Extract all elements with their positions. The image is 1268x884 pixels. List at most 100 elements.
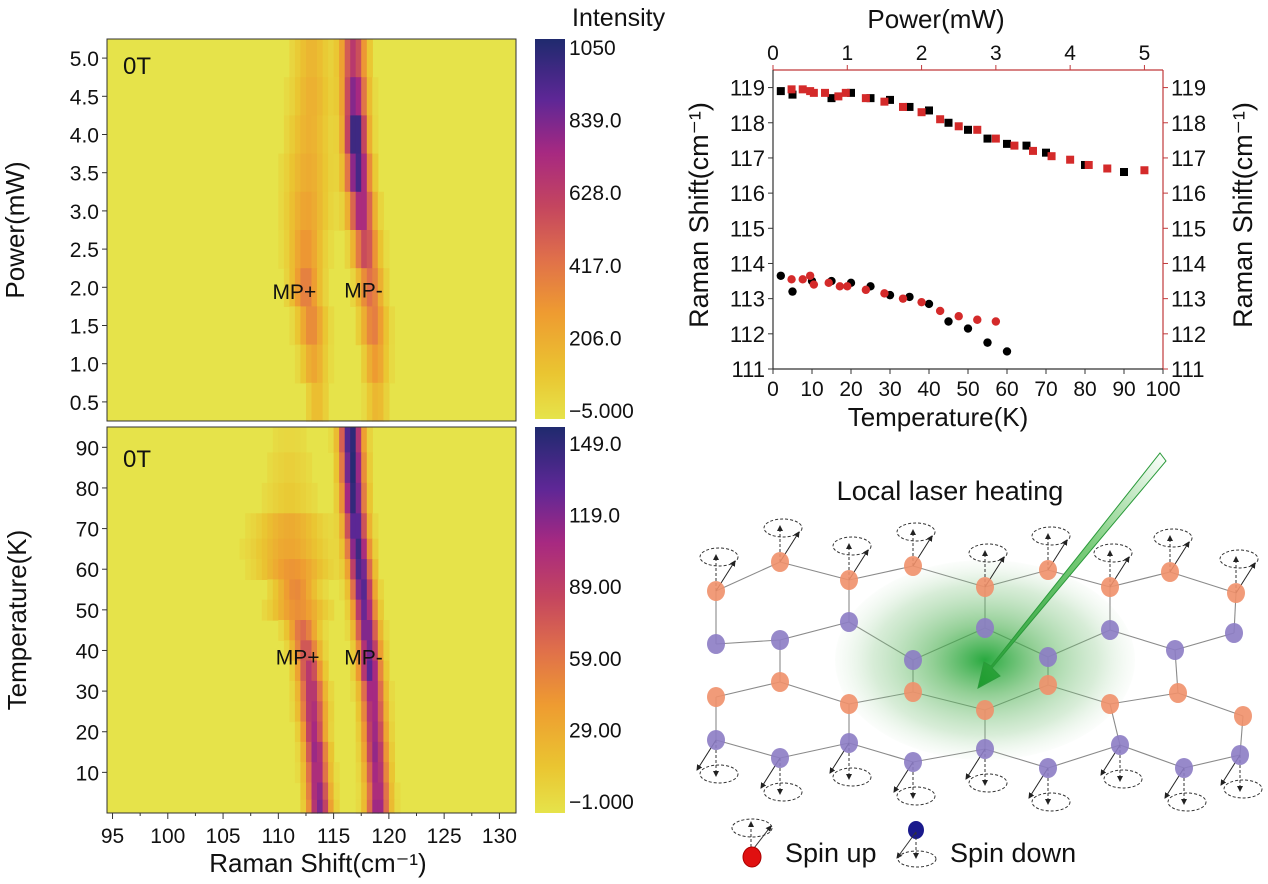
heatmap-cell — [267, 452, 274, 484]
heatmap-cell — [394, 799, 401, 814]
lattice-bond — [1109, 692, 1179, 705]
spin-up-atom — [904, 682, 922, 702]
precession-orbit-icon — [1093, 543, 1133, 563]
heatmap-cell — [333, 782, 340, 801]
heatmap-cell — [294, 39, 301, 78]
colorbar-tick-label: −5.000 — [569, 400, 634, 423]
spin-up-atom — [771, 552, 789, 572]
heatmap-cell — [300, 620, 307, 641]
heatmap-cell — [322, 701, 329, 723]
heatmap-cell — [317, 660, 324, 682]
x-tick-label: 95 — [101, 825, 124, 848]
y2-tick-label: 115 — [1171, 216, 1206, 241]
heatmap-cell — [383, 680, 390, 702]
heatmap-cell — [361, 741, 368, 763]
heatmap-temperature-panel: 0T 90 80 70 60 50 40 30 20 10 95 100 105 110 115 120 1… — [2, 426, 517, 878]
heatmap-cell — [350, 559, 357, 580]
heatmap-cell — [317, 230, 324, 269]
spin-up-atom — [707, 581, 725, 601]
heatmap-cell — [311, 620, 318, 641]
precession-orbit-icon — [968, 543, 1008, 563]
colorbar-temperature: 149.0 119.0 89.00 59.00 29.00 −1.000 — [535, 427, 634, 814]
spin-down-atom — [904, 752, 922, 772]
heatmap-cell — [328, 344, 335, 384]
y-tick-label: 4.0 — [70, 125, 99, 148]
heatmap-cell — [339, 191, 346, 231]
heatmap-cell — [317, 306, 324, 346]
data-point-circle — [924, 299, 934, 309]
heatmap-cell — [383, 344, 390, 384]
heatmap-cell — [283, 115, 290, 155]
legend-spin-down: Spin down — [896, 821, 1076, 868]
heatmap-cell — [311, 306, 318, 346]
y-tick-label: 118 — [730, 111, 765, 136]
heatmap-cell — [328, 680, 335, 702]
heatmap-cell — [300, 559, 307, 580]
heatmap-cell — [377, 191, 384, 231]
heatmap-cell — [388, 680, 395, 702]
heatmap-cell — [355, 77, 362, 116]
heatmap-cell — [245, 538, 252, 560]
heatmap-cell — [355, 513, 362, 540]
legend-spin-down-label: Spin down — [950, 838, 1076, 868]
heatmap-cell — [361, 579, 368, 601]
x2-tick-label: 5 — [1139, 42, 1151, 65]
heatmap-cell — [250, 513, 257, 540]
heatmap-cell — [383, 741, 390, 763]
heatmap-cell — [278, 513, 285, 540]
heatmap-cell — [306, 482, 313, 514]
heatmap-cell — [294, 427, 301, 453]
heatmap-cell — [355, 268, 362, 307]
legend-spin-up: Spin up — [731, 818, 877, 868]
heatmap-cell — [317, 721, 324, 743]
lattice-bond — [1047, 744, 1121, 769]
heatmap-cell — [294, 115, 301, 155]
lattice-bond — [1174, 632, 1235, 651]
heatmap-cell — [283, 620, 290, 641]
heatmap-cell — [366, 306, 373, 346]
heatmap-cell — [322, 762, 329, 784]
heatmap-cell — [339, 452, 346, 484]
y-tick-label: 1.0 — [70, 354, 99, 377]
heatmap-cell — [306, 115, 313, 155]
heatmap-cell — [267, 538, 274, 560]
data-point-square — [847, 88, 855, 97]
heatmap-cell — [306, 153, 313, 193]
heatmap-cell — [377, 230, 384, 269]
y-tick-label: 80 — [76, 478, 99, 501]
heatmap-cell — [361, 721, 368, 743]
precession-orbit-icon — [1153, 528, 1193, 548]
heatmap-cell — [311, 538, 318, 560]
heatmap-cell — [366, 344, 373, 384]
colorbar-temperature-gradient — [535, 427, 565, 813]
heatmap-cell — [322, 191, 329, 231]
heatmap-cell — [300, 741, 307, 763]
y2-tick-label: 114 — [1171, 251, 1206, 276]
heatmap-cell — [372, 344, 379, 384]
heatmap-cell — [344, 482, 351, 514]
heatmap-cell — [372, 721, 379, 743]
heatmap-cell — [239, 538, 246, 560]
heatmap-cell — [372, 513, 379, 540]
heatmap-cell — [289, 153, 296, 193]
heatmap-cell — [322, 640, 329, 662]
heatmap-cell — [283, 153, 290, 193]
data-point-square — [1010, 141, 1019, 150]
colorbar-tick-label: 206.0 — [569, 327, 622, 350]
heatmap-cell — [366, 153, 373, 193]
heatmap-cell — [311, 799, 318, 814]
heatmap-cell — [272, 538, 279, 560]
heatmap-cell — [344, 538, 351, 560]
x-tick-label: 80 — [1073, 378, 1096, 401]
precession-orbit-icon — [832, 536, 872, 556]
heatmap-cell — [339, 579, 346, 601]
heatmap-cell — [289, 230, 296, 269]
heatmap-cell — [372, 799, 379, 814]
heatmap-cell — [333, 427, 340, 453]
precession-orbit-icon — [1219, 549, 1259, 569]
heatmap-cell — [361, 538, 368, 560]
x-tick-label: 125 — [427, 825, 462, 848]
heatmap-cell — [377, 344, 384, 384]
heatmap-cell — [361, 701, 368, 723]
heatmap-cell — [372, 115, 379, 155]
